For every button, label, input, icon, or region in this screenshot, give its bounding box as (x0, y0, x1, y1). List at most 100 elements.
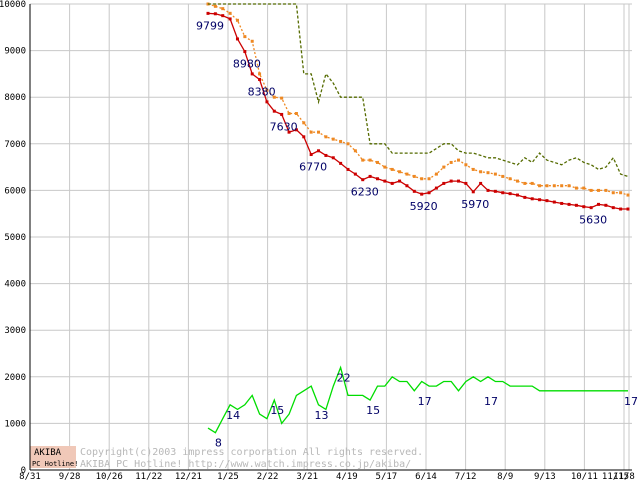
series-point-0 (464, 181, 468, 185)
series-point-1 (582, 186, 586, 190)
x-tick-label: 11/8 (613, 472, 635, 480)
series-point-1 (464, 163, 468, 167)
series-point-1 (560, 184, 564, 188)
watermark: AKIBA PC Hotline! Copyright(c)2003 impre… (30, 446, 423, 470)
series-point-0 (574, 203, 578, 207)
x-tick-label: 5/17 (376, 472, 398, 480)
price-label: 5970 (461, 198, 489, 211)
series-line-2 (208, 3, 629, 178)
y-axis-ticks: 0 1000 2000 3000 4000 5000 6000 7000 8000 9000 100… (0, 0, 26, 476)
x-tick-label: 7/12 (455, 472, 477, 480)
series-point-1 (383, 165, 387, 169)
series-point-0 (442, 181, 446, 185)
price-label: 5920 (410, 200, 438, 213)
series-point-1 (287, 112, 291, 116)
series-point-0 (560, 201, 564, 205)
series-point-1 (523, 181, 527, 185)
series-point-1 (434, 172, 438, 176)
series-point-0 (434, 186, 438, 190)
series-point-1 (265, 88, 269, 92)
x-tick-label: 10/11 (571, 472, 598, 480)
series-point-0 (309, 153, 313, 157)
price-label: 8380 (248, 85, 276, 98)
series-point-0 (324, 153, 328, 157)
series-point-0 (287, 130, 291, 134)
series-point-0 (479, 181, 483, 185)
series-point-0 (398, 179, 402, 183)
akiba-logo-top: AKIBA (34, 448, 62, 458)
series-point-1 (250, 39, 254, 43)
series-point-1 (420, 177, 424, 181)
price-label: 6770 (299, 161, 327, 174)
y-tick-label: 7000 (4, 140, 26, 150)
series-point-1 (375, 160, 379, 164)
y-tick-label: 6000 (4, 186, 26, 196)
series-point-1 (294, 112, 298, 116)
series-point-1 (457, 158, 461, 162)
series-point-0 (545, 199, 549, 203)
series-point-1 (574, 186, 578, 190)
series-point-1 (552, 184, 556, 188)
series-point-1 (317, 130, 321, 134)
series-point-0 (427, 191, 431, 195)
series-point-1 (272, 95, 276, 99)
x-tick-label: 11/15 (602, 472, 629, 480)
x-tick-label: 2/22 (257, 472, 279, 480)
series-point-0 (368, 174, 372, 178)
series-point-1 (302, 121, 306, 125)
x-axis-ticks: 8/31 9/28 10/26 11/22 12/21 1/25 2/22 3/21 4/19 5… (19, 472, 635, 480)
series-point-0 (272, 109, 276, 113)
series-point-0 (258, 77, 262, 81)
y-tick-label: 5000 (4, 233, 26, 243)
price-label: 7630 (270, 120, 298, 133)
series-point-1 (339, 139, 343, 143)
copyright-line: Copyright(c)2003 impress corporation All… (80, 447, 423, 458)
series-point-0 (552, 200, 556, 204)
x-tick-label: 11/22 (135, 472, 162, 480)
series-point-0 (243, 50, 247, 54)
series-point-1 (361, 158, 365, 162)
series-point-0 (538, 198, 542, 202)
price-label: 8980 (233, 58, 261, 71)
series-point-0 (604, 203, 608, 207)
series-point-1 (501, 174, 505, 178)
series-point-0 (206, 11, 210, 15)
series-point-1 (626, 193, 630, 197)
series-point-0 (471, 190, 475, 194)
series-point-0 (213, 12, 217, 16)
series-point-1 (442, 165, 446, 169)
series-point-0 (228, 17, 232, 21)
series-point-1 (405, 172, 409, 176)
series-point-1 (368, 158, 372, 162)
series-point-0 (501, 191, 505, 195)
series-point-1 (280, 96, 284, 100)
series-point-1 (353, 149, 357, 153)
count-label: 14 (226, 409, 240, 422)
count-label: 17 (484, 395, 498, 408)
series-point-0 (346, 167, 350, 171)
y-tick-label: 0 (21, 466, 26, 476)
series-point-0 (265, 100, 269, 104)
series-point-0 (508, 192, 512, 196)
series-point-0 (235, 37, 239, 41)
series-point-1 (619, 191, 623, 195)
y-tick-label: 10000 (0, 0, 26, 10)
series-point-0 (582, 205, 586, 209)
price-label: 6230 (351, 186, 379, 199)
series-point-1 (346, 142, 350, 146)
series-line-3 (207, 365, 628, 434)
x-tick-label: 8/31 (19, 472, 41, 480)
series-point-0 (361, 178, 365, 182)
count-label: 22 (337, 371, 351, 384)
series-point-0 (619, 207, 623, 211)
x-tick-label: 10/26 (96, 472, 123, 480)
series-point-1 (486, 171, 490, 175)
series-point-1 (538, 184, 542, 188)
series-point-0 (390, 181, 394, 185)
series-point-1 (221, 7, 225, 11)
series-point-0 (523, 195, 527, 199)
series-point-0 (486, 188, 490, 192)
y-tick-label: 3000 (4, 326, 26, 336)
series-point-0 (457, 179, 461, 183)
